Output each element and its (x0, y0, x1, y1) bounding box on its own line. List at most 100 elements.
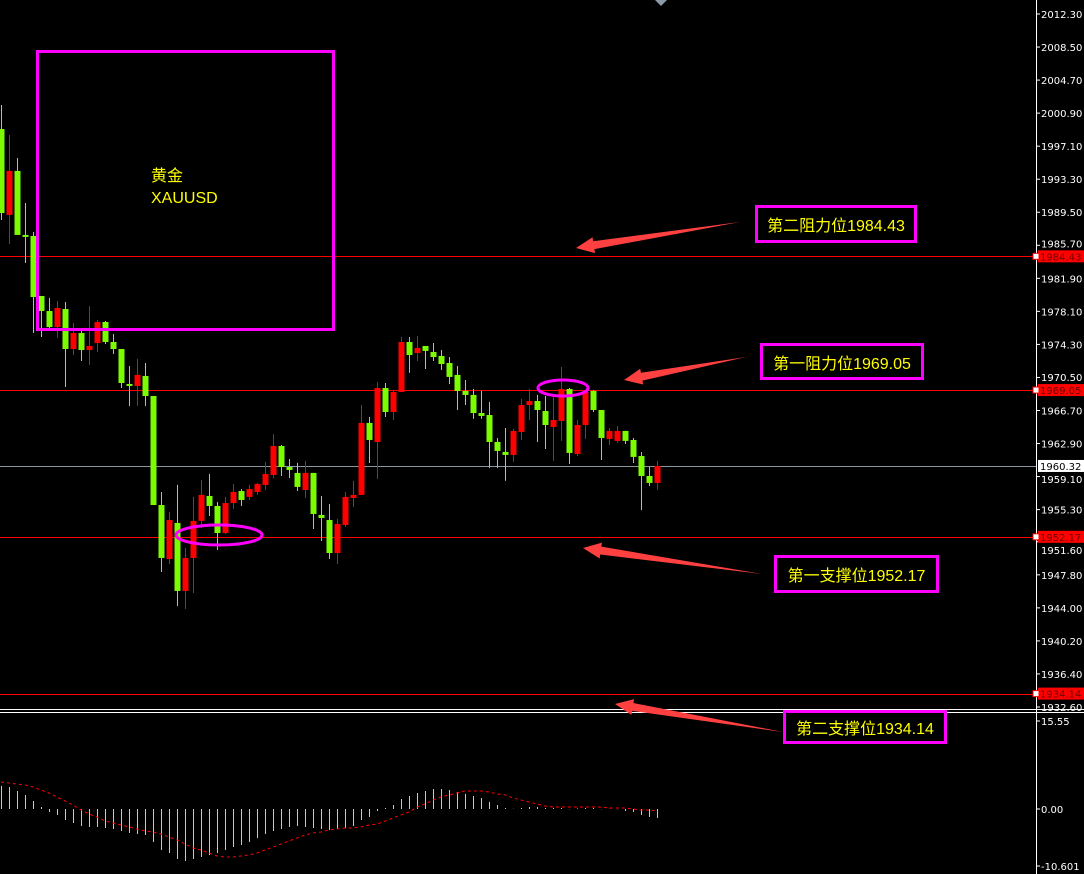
price-label: 1969.05 (1040, 386, 1081, 397)
candle-body (126, 383, 133, 386)
candle (374, 381, 381, 479)
candle-body (102, 321, 109, 342)
price-label-bg (1038, 250, 1084, 263)
axis-tick-label: 1970.50 (1041, 373, 1082, 384)
resistance-2-text: 第二阻力位1984.43 (767, 218, 905, 235)
candle-body (582, 391, 589, 426)
candle (654, 460, 661, 490)
candle-body (174, 522, 181, 591)
candle-body (70, 333, 77, 350)
candle (622, 430, 629, 444)
candle-body (334, 523, 341, 554)
candle (550, 396, 557, 461)
candle (542, 395, 549, 450)
candle-body (630, 439, 637, 457)
price-axis: 2012.30 2008.50 2004.70 2000.90 1997.10 1993.… (1032, 0, 1084, 874)
candle (614, 425, 621, 443)
axis-tick-label: 1993.30 (1041, 175, 1082, 186)
candle-body (54, 307, 61, 328)
candle-body (94, 321, 101, 344)
candle-body (358, 422, 365, 495)
axis-tick-label: 2012.30 (1041, 10, 1082, 21)
candle (46, 297, 53, 330)
candle (142, 363, 149, 406)
candle (438, 349, 445, 370)
candle (110, 333, 117, 354)
candle (294, 462, 301, 492)
candle (182, 547, 189, 609)
candle (54, 301, 61, 338)
candle-body (278, 445, 285, 468)
candle (382, 383, 389, 418)
support-2-text: 第二支撑位1934.14 (796, 721, 934, 738)
candle-body (38, 295, 45, 312)
macd-axis-label: -10.601 (1041, 862, 1080, 873)
candle (326, 503, 333, 560)
candle (598, 409, 605, 460)
axis-tick-label: 1955.30 (1041, 506, 1082, 517)
candle-body (462, 390, 469, 395)
candle-body (518, 405, 525, 432)
candle (502, 427, 509, 481)
candle-body (622, 430, 629, 441)
candle (630, 437, 637, 464)
price-label-bg (1038, 459, 1084, 472)
candle-body (110, 341, 117, 350)
candle (422, 345, 429, 370)
axis-tick-label: 2004.70 (1041, 76, 1082, 87)
candle-body (118, 349, 125, 384)
candle (126, 365, 133, 406)
axis-tick-label: 1936.40 (1041, 670, 1082, 681)
candle-body (350, 494, 357, 498)
candle-body (0, 129, 5, 214)
candle-body (86, 345, 93, 350)
axis-tick-label: 1966.70 (1041, 406, 1082, 417)
candle (278, 445, 285, 476)
candle-body (502, 451, 509, 455)
level-handle-icon (1032, 252, 1040, 260)
candle (454, 365, 461, 410)
candle (414, 335, 421, 362)
candle-body (78, 333, 85, 350)
axis-tick-label: 1947.80 (1041, 571, 1082, 582)
candle (534, 394, 541, 442)
axis-tick-label: 1962.90 (1041, 440, 1082, 451)
axis-tick-label: 1932.60 (1041, 703, 1082, 714)
candle-body (398, 341, 405, 392)
candle (158, 491, 165, 572)
candle (94, 319, 101, 352)
candle (174, 484, 181, 606)
level-handle-icon (1032, 386, 1040, 394)
candle-body (206, 495, 213, 506)
candle (494, 437, 501, 468)
candle (358, 405, 365, 495)
chart-shift-marker-icon (655, 0, 667, 6)
candle (606, 427, 613, 446)
axis-tick-label: 1997.10 (1041, 142, 1082, 153)
candle-body (574, 425, 581, 454)
symbol-name-cn: 黄金 (151, 168, 184, 185)
candle (406, 337, 413, 373)
candle (190, 496, 197, 594)
symbol-box: 黄金 XAUUSD (36, 50, 335, 331)
candle-body (422, 345, 429, 351)
candle-body (326, 519, 333, 554)
support-1-text: 第一支撑位1952.17 (787, 568, 926, 585)
support-ellipse (174, 523, 264, 547)
candle (270, 434, 277, 478)
candle-body (182, 557, 189, 591)
candle-body (6, 170, 13, 215)
candle-body (166, 519, 173, 560)
candle-body (214, 505, 221, 534)
candle-body (590, 390, 597, 410)
candle-body (494, 441, 501, 451)
price-label: 1960.32 (1040, 462, 1081, 473)
candle-body (558, 389, 565, 421)
candle (350, 480, 357, 508)
candle (254, 482, 261, 495)
axis-tick-label: 1951.60 (1041, 546, 1082, 557)
arrow-icon (583, 542, 762, 574)
candle-body (598, 409, 605, 438)
candle (78, 327, 85, 362)
